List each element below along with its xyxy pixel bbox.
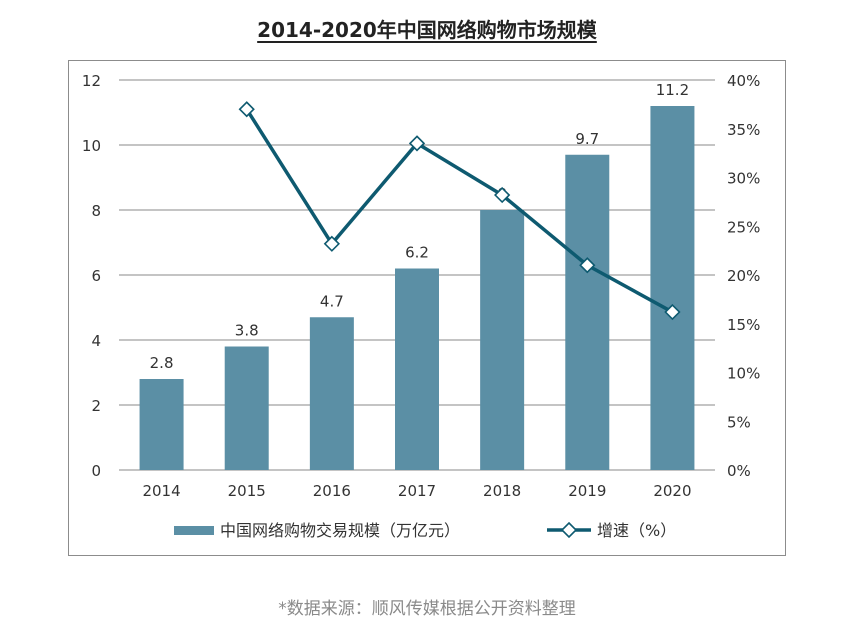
legend: 中国网络购物交易规模（万亿元） 增速（%） <box>174 521 676 540</box>
bar-data-label: 4.7 <box>320 292 344 310</box>
bar <box>309 317 354 470</box>
y-right-tick-label: 15% <box>727 316 760 334</box>
growth-marker <box>408 135 426 152</box>
bar <box>650 106 695 470</box>
bar-series <box>139 106 695 470</box>
bar <box>224 346 269 470</box>
y-left-tick-label: 8 <box>91 202 101 220</box>
x-tick-label: 2019 <box>568 482 606 500</box>
y-right-tick-label: 30% <box>727 170 760 188</box>
bar <box>565 154 610 470</box>
bar-data-label: 11.2 <box>656 81 689 99</box>
growth-marker <box>664 303 681 321</box>
y-right-tick-label: 10% <box>727 365 760 383</box>
y-left-tick-label: 12 <box>82 72 101 90</box>
growth-marker <box>238 101 255 118</box>
bar <box>480 210 525 470</box>
x-tick-label: 2018 <box>483 482 521 500</box>
y-axis-left: 0 2 4 6 8 10 12 <box>82 72 101 480</box>
y-left-tick-label: 6 <box>91 267 101 285</box>
growth-markers <box>238 101 681 321</box>
bar-data-label: 6.2 <box>405 244 429 262</box>
chart-title: 2014-2020年中国网络购物市场规模 <box>257 18 597 42</box>
combo-chart: 2.8 3.8 4.7 6.2 8 9.7 11.2 0 2 4 6 8 10 12 0% 5% 10% 15… <box>82 72 760 540</box>
legend-bar-label: 中国网络购物交易规模（万亿元） <box>220 521 460 540</box>
growth-marker <box>579 257 596 274</box>
bar <box>395 268 439 470</box>
growth-line <box>245 108 674 314</box>
y-axis-right: 0% 5% 10% 15% 20% 25% 30% 35% 40% <box>727 72 760 480</box>
y-left-tick-label: 2 <box>91 397 101 415</box>
y-right-tick-label: 40% <box>727 72 760 90</box>
y-right-tick-label: 35% <box>727 121 760 139</box>
x-tick-label: 2017 <box>398 482 436 500</box>
x-tick-label: 2016 <box>313 482 351 500</box>
legend-line-label: 增速（%） <box>597 521 676 540</box>
bar-data-label: 3.8 <box>235 322 259 340</box>
y-right-tick-label: 0% <box>727 462 751 480</box>
legend-bar-swatch <box>174 526 214 535</box>
y-left-tick-label: 0 <box>91 462 101 480</box>
x-axis: 2014 2015 2016 2017 2018 2019 2020 <box>142 482 691 500</box>
bar <box>139 379 184 470</box>
y-left-tick-label: 10 <box>82 137 101 155</box>
y-right-tick-label: 5% <box>727 413 751 431</box>
bar-data-label: 2.8 <box>150 354 174 372</box>
x-tick-label: 2015 <box>228 482 266 500</box>
chart-frame: 2.8 3.8 4.7 6.2 8 9.7 11.2 0 2 4 6 8 10 12 0% 5% 10% 15… <box>68 60 786 556</box>
data-source-note: *数据来源：顺风传媒根据公开资料整理 <box>278 599 576 619</box>
legend-line-marker <box>560 521 578 539</box>
y-left-tick-label: 4 <box>91 332 101 350</box>
x-tick-label: 2014 <box>142 482 180 500</box>
growth-marker <box>323 235 340 252</box>
y-right-tick-label: 25% <box>727 218 760 236</box>
bar-data-label: 9.7 <box>575 130 599 148</box>
y-right-tick-label: 20% <box>727 267 760 285</box>
x-tick-label: 2020 <box>653 482 691 500</box>
growth-marker <box>494 186 511 204</box>
